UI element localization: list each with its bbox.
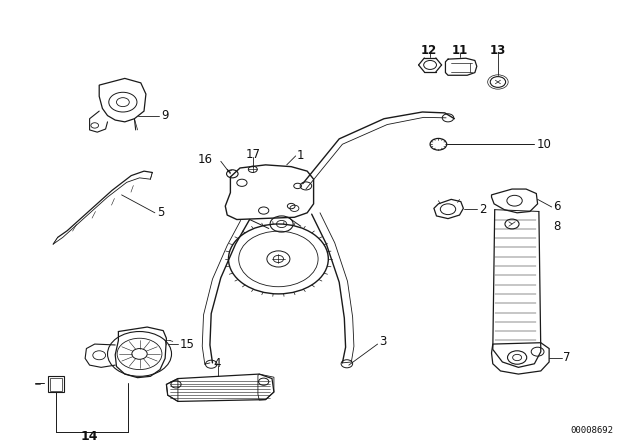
Text: 00008692: 00008692 bbox=[570, 426, 613, 435]
Text: 6: 6 bbox=[554, 200, 561, 214]
Text: 3: 3 bbox=[379, 335, 387, 348]
Text: 12: 12 bbox=[420, 43, 437, 57]
Text: 8: 8 bbox=[554, 220, 561, 233]
Text: 9: 9 bbox=[161, 109, 169, 122]
Text: 13: 13 bbox=[490, 43, 506, 57]
Text: 5: 5 bbox=[157, 206, 164, 220]
Text: 17: 17 bbox=[245, 148, 260, 161]
Text: 15: 15 bbox=[179, 337, 194, 351]
Text: 10: 10 bbox=[536, 138, 551, 151]
Text: 11: 11 bbox=[451, 43, 468, 57]
Text: 7: 7 bbox=[563, 351, 571, 364]
Text: 2: 2 bbox=[479, 202, 486, 216]
Text: 16: 16 bbox=[198, 152, 212, 166]
Text: 1: 1 bbox=[297, 149, 305, 163]
Text: 14: 14 bbox=[81, 430, 99, 444]
Text: 4: 4 bbox=[214, 357, 221, 370]
